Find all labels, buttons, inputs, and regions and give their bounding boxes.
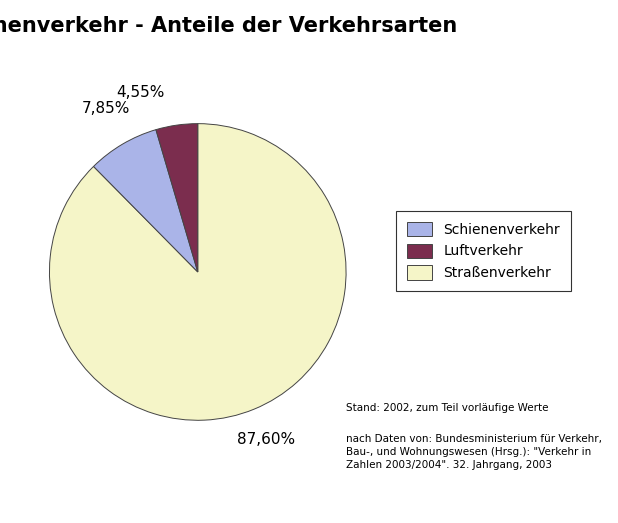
Legend: Schienenverkehr, Luftverkehr, Straßenverkehr: Schienenverkehr, Luftverkehr, Straßenver… <box>396 211 571 291</box>
Wedge shape <box>156 123 198 272</box>
Text: 7,85%: 7,85% <box>82 101 130 116</box>
Text: nach Daten von: Bundesministerium für Verkehr,
Bau-, und Wohnungswesen (Hrsg.): : nach Daten von: Bundesministerium für Ve… <box>346 434 602 471</box>
Text: Stand: 2002, zum Teil vorläufige Werte: Stand: 2002, zum Teil vorläufige Werte <box>346 403 549 413</box>
Wedge shape <box>93 130 198 272</box>
Wedge shape <box>49 123 346 420</box>
Text: 87,60%: 87,60% <box>237 432 295 447</box>
Text: 4,55%: 4,55% <box>116 85 164 100</box>
Text: Personenverkehr - Anteile der Verkehrsarten: Personenverkehr - Anteile der Verkehrsar… <box>0 16 457 36</box>
